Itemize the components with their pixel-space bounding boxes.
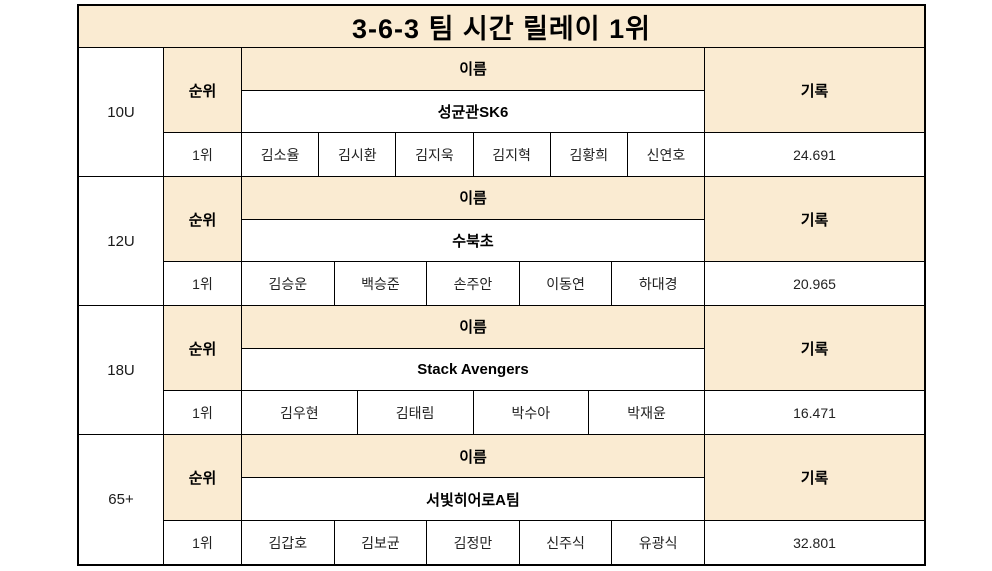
names-column: 이름 Stack Avengers 김우현 김태림 박수아 박재윤 bbox=[242, 306, 705, 434]
names-column: 이름 성균관SK6 김소율 김시환 김지욱 김지혁 김황희 신연호 bbox=[242, 48, 705, 176]
team-name: 서빛히어로A팀 bbox=[242, 478, 704, 521]
section-12u: 12U 순위 1위 이름 수북초 김승운 백승준 손주안 이동연 하대경 기록 … bbox=[79, 177, 924, 306]
age-group-label: 10U bbox=[79, 48, 164, 176]
player-name: 김우현 bbox=[280, 404, 319, 421]
name-header: 이름 bbox=[242, 48, 704, 91]
results-table: 3-6-3 팀 시간 릴레이 1위 10U 순위 1위 이름 성균관SK6 김소… bbox=[77, 4, 926, 566]
player-name: 백승준 bbox=[333, 262, 427, 305]
rank-header: 순위 bbox=[164, 435, 241, 521]
record-value: 24.691 bbox=[793, 146, 836, 163]
player-name: 김정만 bbox=[426, 521, 519, 564]
players-row: 김갑호 김보균 김정만 신주식 유광식 bbox=[242, 521, 704, 564]
team-name: Stack Avengers bbox=[242, 349, 704, 392]
players-row: 김승운 백승준 손주안 이동연 하대경 bbox=[242, 262, 704, 305]
player-name: 김태림 bbox=[356, 391, 473, 434]
player-name: 김갑호 bbox=[268, 534, 308, 551]
rank-value: 1위 bbox=[192, 534, 213, 551]
age-group-label: 65+ bbox=[79, 435, 164, 564]
player-name: 신주식 bbox=[518, 521, 612, 564]
player-name: 김황희 bbox=[549, 133, 627, 176]
team-name: 수북초 bbox=[242, 220, 704, 263]
rank-value: 1위 bbox=[192, 404, 213, 421]
record-header: 기록 bbox=[705, 48, 924, 134]
player-name: 손주안 bbox=[426, 262, 519, 305]
record-value: 16.471 bbox=[793, 404, 836, 421]
record-header: 기록 bbox=[705, 306, 924, 392]
record-value: 32.801 bbox=[793, 534, 836, 551]
record-header: 기록 bbox=[705, 435, 924, 521]
player-name: 박재윤 bbox=[588, 391, 704, 434]
names-column: 이름 수북초 김승운 백승준 손주안 이동연 하대경 bbox=[242, 177, 705, 305]
record-header: 기록 bbox=[705, 177, 924, 263]
player-name: 김지욱 bbox=[395, 133, 472, 176]
player-name: 김승운 bbox=[268, 275, 308, 292]
team-name: 성균관SK6 bbox=[242, 91, 704, 134]
age-group-label: 18U bbox=[79, 306, 164, 434]
rank-value: 1위 bbox=[192, 146, 213, 163]
table-title: 3-6-3 팀 시간 릴레이 1위 bbox=[79, 6, 924, 48]
record-column: 기록 20.965 bbox=[705, 177, 924, 305]
record-value: 20.965 bbox=[793, 275, 836, 292]
player-name: 김지혁 bbox=[472, 133, 550, 176]
name-header: 이름 bbox=[242, 306, 704, 349]
rank-column: 순위 1위 bbox=[164, 306, 242, 434]
record-column: 기록 32.801 bbox=[705, 435, 924, 564]
section-65plus: 65+ 순위 1위 이름 서빛히어로A팀 김갑호 김보균 김정만 신주식 유광식… bbox=[79, 435, 924, 564]
player-name: 김소율 bbox=[260, 146, 300, 163]
player-name: 하대경 bbox=[611, 262, 704, 305]
age-group-label: 12U bbox=[79, 177, 164, 305]
rank-header: 순위 bbox=[164, 177, 241, 263]
rank-column: 순위 1위 bbox=[164, 48, 242, 176]
name-header: 이름 bbox=[242, 177, 704, 220]
section-18u: 18U 순위 1위 이름 Stack Avengers 김우현 김태림 박수아 … bbox=[79, 306, 924, 435]
rank-value: 1위 bbox=[192, 275, 213, 292]
players-row: 김우현 김태림 박수아 박재윤 bbox=[242, 391, 704, 434]
player-name: 김보균 bbox=[333, 521, 427, 564]
names-column: 이름 서빛히어로A팀 김갑호 김보균 김정만 신주식 유광식 bbox=[242, 435, 705, 564]
player-name: 유광식 bbox=[611, 521, 704, 564]
record-column: 기록 16.471 bbox=[705, 306, 924, 434]
player-name: 이동연 bbox=[518, 262, 612, 305]
rank-column: 순위 1위 bbox=[164, 177, 242, 305]
section-10u: 10U 순위 1위 이름 성균관SK6 김소율 김시환 김지욱 김지혁 김황희 … bbox=[79, 48, 924, 177]
players-row: 김소율 김시환 김지욱 김지혁 김황희 신연호 bbox=[242, 133, 704, 176]
rank-header: 순위 bbox=[164, 306, 241, 392]
rank-header: 순위 bbox=[164, 48, 241, 134]
rank-column: 순위 1위 bbox=[164, 435, 242, 564]
player-name: 신연호 bbox=[626, 133, 704, 176]
record-column: 기록 24.691 bbox=[705, 48, 924, 176]
player-name: 박수아 bbox=[472, 391, 589, 434]
name-header: 이름 bbox=[242, 435, 704, 478]
player-name: 김시환 bbox=[318, 133, 395, 176]
